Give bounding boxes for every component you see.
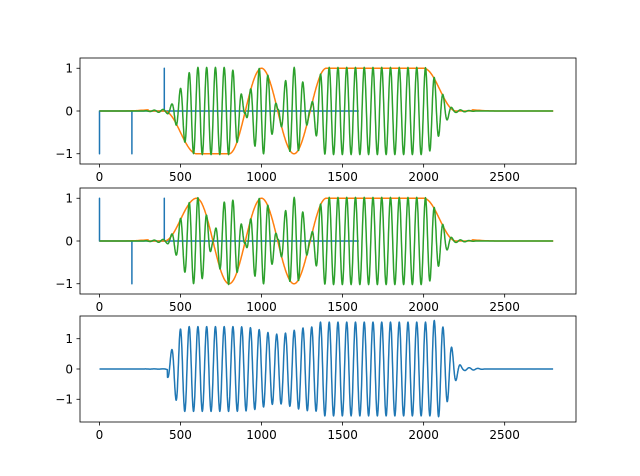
y-tick-label: 1 [65, 62, 73, 76]
y-tick-label: 1 [65, 332, 73, 346]
x-tick-label: 2500 [489, 300, 520, 314]
x-tick-label: 1500 [327, 428, 358, 442]
x-tick-label: 2000 [408, 170, 439, 184]
series-difference-line [98, 319, 554, 418]
series-envelope-line [99, 197, 554, 285]
x-tick-label: 0 [96, 428, 104, 442]
axes-top: 0 500 1000 1500 2000 2500 −1 0 1 [55, 57, 577, 184]
series-modulated-line [98, 66, 554, 156]
x-tick-label: 1000 [246, 300, 277, 314]
y-tick-label: −1 [55, 277, 73, 291]
x-tick-label: 1000 [246, 170, 277, 184]
series-modulated-line [98, 196, 554, 286]
x-tick-label: 0 [96, 300, 104, 314]
x-tick-label: 1500 [327, 300, 358, 314]
x-tick-label: 500 [169, 170, 192, 184]
x-tick-label: 2000 [408, 428, 439, 442]
series-impulses-line [98, 197, 359, 285]
y-tick-label: 0 [65, 234, 73, 248]
axes-bottom: 0 500 1000 1500 2000 2500 −1 0 1 [55, 315, 577, 442]
x-tick-label: 2500 [489, 170, 520, 184]
series-impulses-line [98, 67, 359, 155]
x-tick-label: 2000 [408, 300, 439, 314]
x-tick-label: 1500 [327, 170, 358, 184]
axes-middle: 0 500 1000 1500 2000 2500 −1 0 1 [55, 187, 577, 314]
x-tick-label: 2500 [489, 428, 520, 442]
x-tick-label: 500 [169, 428, 192, 442]
y-tick-label: 0 [65, 104, 73, 118]
y-tick-label: −1 [55, 393, 73, 407]
y-tick-label: 1 [65, 192, 73, 206]
y-tick-label: −1 [55, 147, 73, 161]
y-tick-label: 0 [65, 362, 73, 376]
x-tick-label: 500 [169, 300, 192, 314]
x-tick-label: 1000 [246, 428, 277, 442]
x-tick-label: 0 [96, 170, 104, 184]
